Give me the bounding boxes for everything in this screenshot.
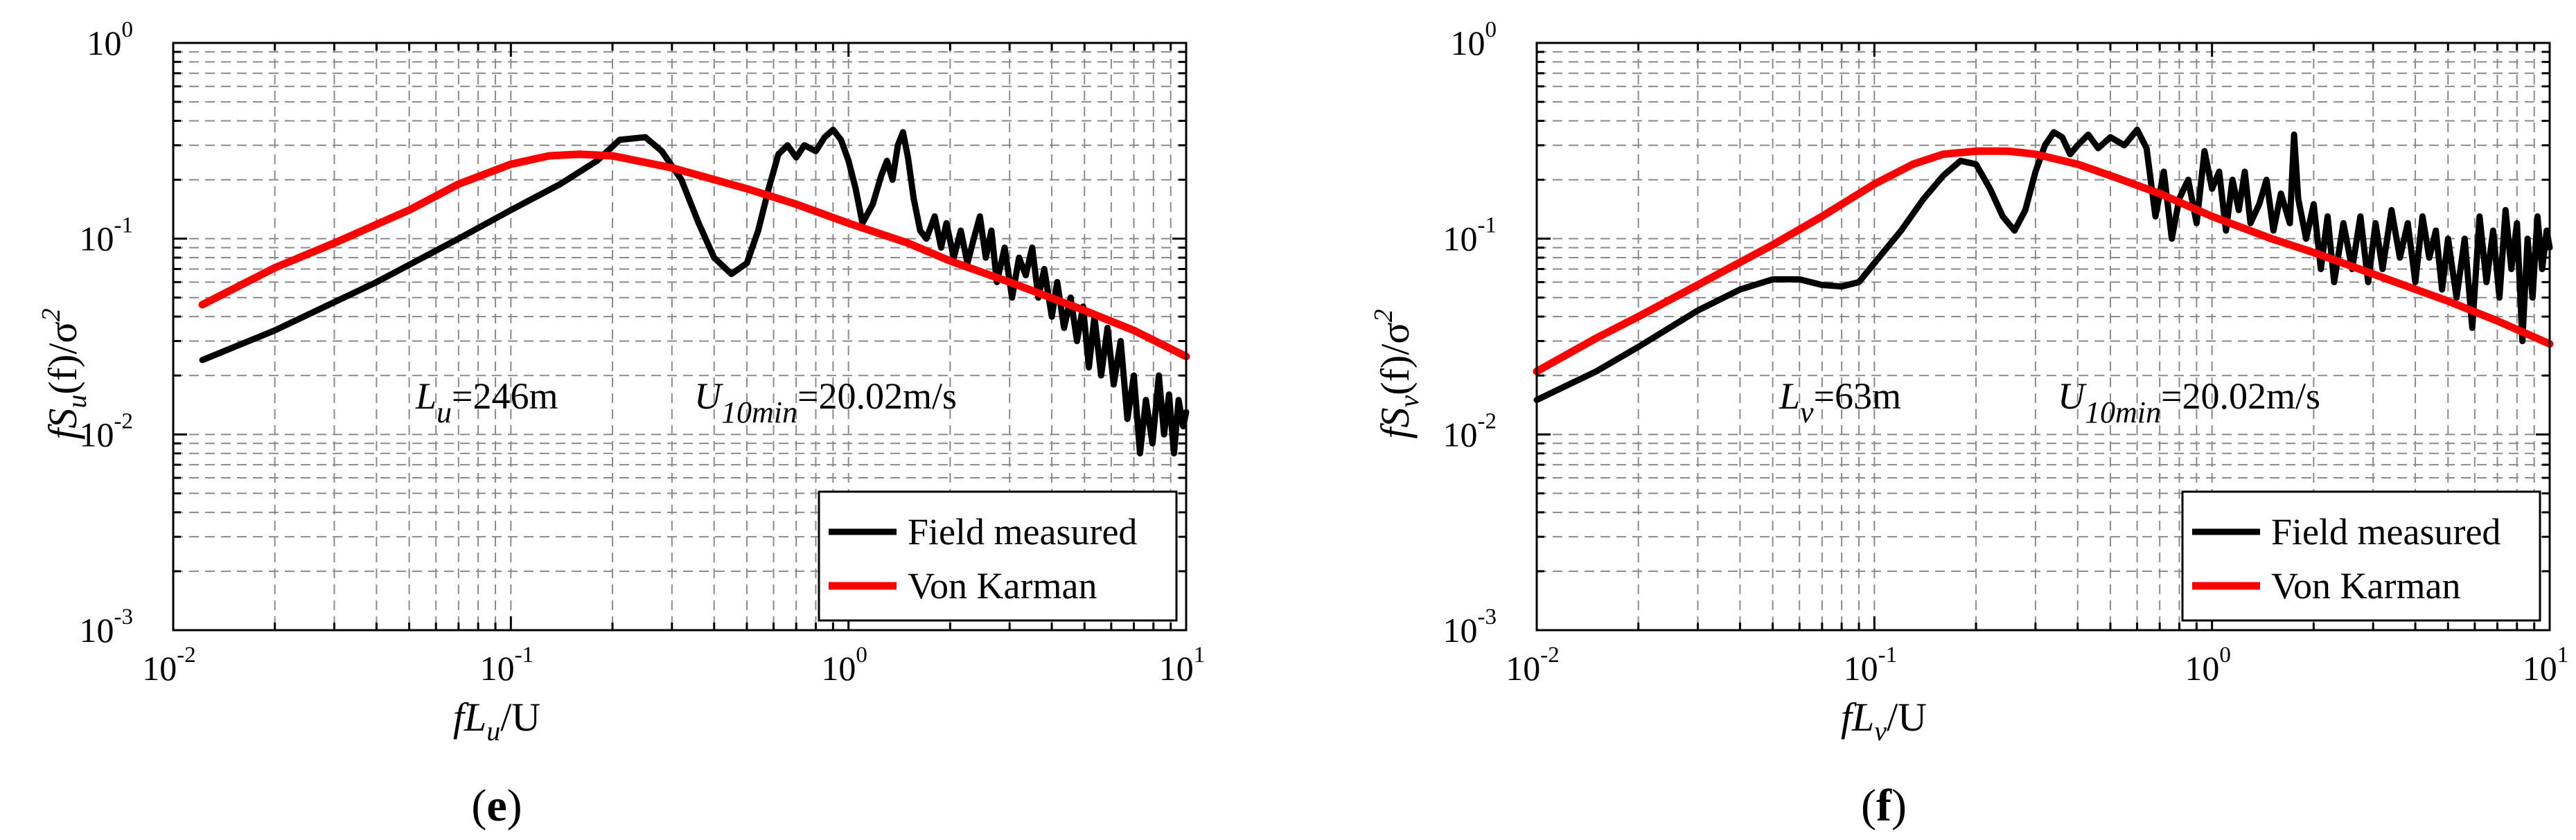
legend-label: Field measured	[908, 511, 1137, 553]
von-karman-line	[1533, 147, 2554, 375]
y-axis-label: fSv(f)/σ2	[1369, 309, 1424, 438]
x-tick-label: 10-2	[1506, 643, 1560, 688]
y-tick-label: 10-3	[80, 605, 134, 650]
y-tick-label: 10-1	[80, 213, 134, 258]
legend: Field measured Von Karman	[2181, 490, 2541, 622]
mean-wind-speed-annotation: U10min=20.02m/s	[2058, 375, 2320, 429]
y-tick-label: 10-1	[1443, 213, 1497, 258]
x-tick-label: 101	[1159, 643, 1206, 688]
y-tick-label: 10-2	[80, 409, 134, 454]
panel-caption: (e)	[471, 780, 522, 831]
y-tick-label: 100	[87, 17, 134, 62]
x-axis-label: fLu/U	[453, 695, 540, 747]
y-tick-label: 10-3	[1443, 605, 1497, 650]
x-tick-label: 101	[2523, 643, 2569, 688]
y-tick-label: 10-2	[1443, 409, 1497, 454]
legend-label: Von Karman	[2271, 565, 2460, 607]
chart-panel-f: fSv(f)/σ2 fLv/U (f) 10-2 10-1 100 10110-310…	[1369, 17, 2568, 831]
field-measured-line	[1533, 126, 2553, 404]
tick-marks	[1535, 42, 2551, 632]
x-tick-label: 10-1	[480, 643, 534, 688]
legend-label: Field measured	[2271, 511, 2500, 553]
legend: Field measured Von Karman	[818, 490, 1178, 622]
plot-area	[172, 42, 1190, 632]
legend-box	[2181, 490, 2541, 622]
plot-frame	[1535, 42, 2551, 632]
plot-frame	[172, 42, 1188, 632]
field-measured-line	[199, 126, 1190, 457]
data-series	[198, 126, 1190, 457]
legend-label: Von Karman	[908, 565, 1097, 607]
x-axis-label: fLv/U	[1841, 695, 1927, 747]
length-scale-annotation: Lv=63m	[1779, 375, 1901, 429]
legend-box	[818, 490, 1178, 622]
mean-wind-speed-annotation: U10min=20.02m/s	[694, 375, 957, 429]
y-axis-label: fSu(f)/σ2	[37, 308, 92, 439]
chart-panel-e: fSu(f)/σ2 fLu/U (e) 10-2 10-1 100 10110-310…	[37, 17, 1205, 831]
x-tick-label: 100	[821, 643, 867, 688]
grid-lines	[1537, 43, 2550, 630]
von-karman-line	[198, 150, 1190, 361]
x-tick-label: 10-1	[1844, 643, 1898, 688]
panel-caption: (f)	[1861, 780, 1907, 831]
y-tick-label: 100	[1451, 17, 1497, 62]
length-scale-annotation: Lu=246m	[415, 375, 558, 429]
x-tick-label: 100	[2185, 643, 2231, 688]
data-series	[1533, 126, 2554, 404]
x-tick-label: 10-2	[142, 643, 196, 688]
